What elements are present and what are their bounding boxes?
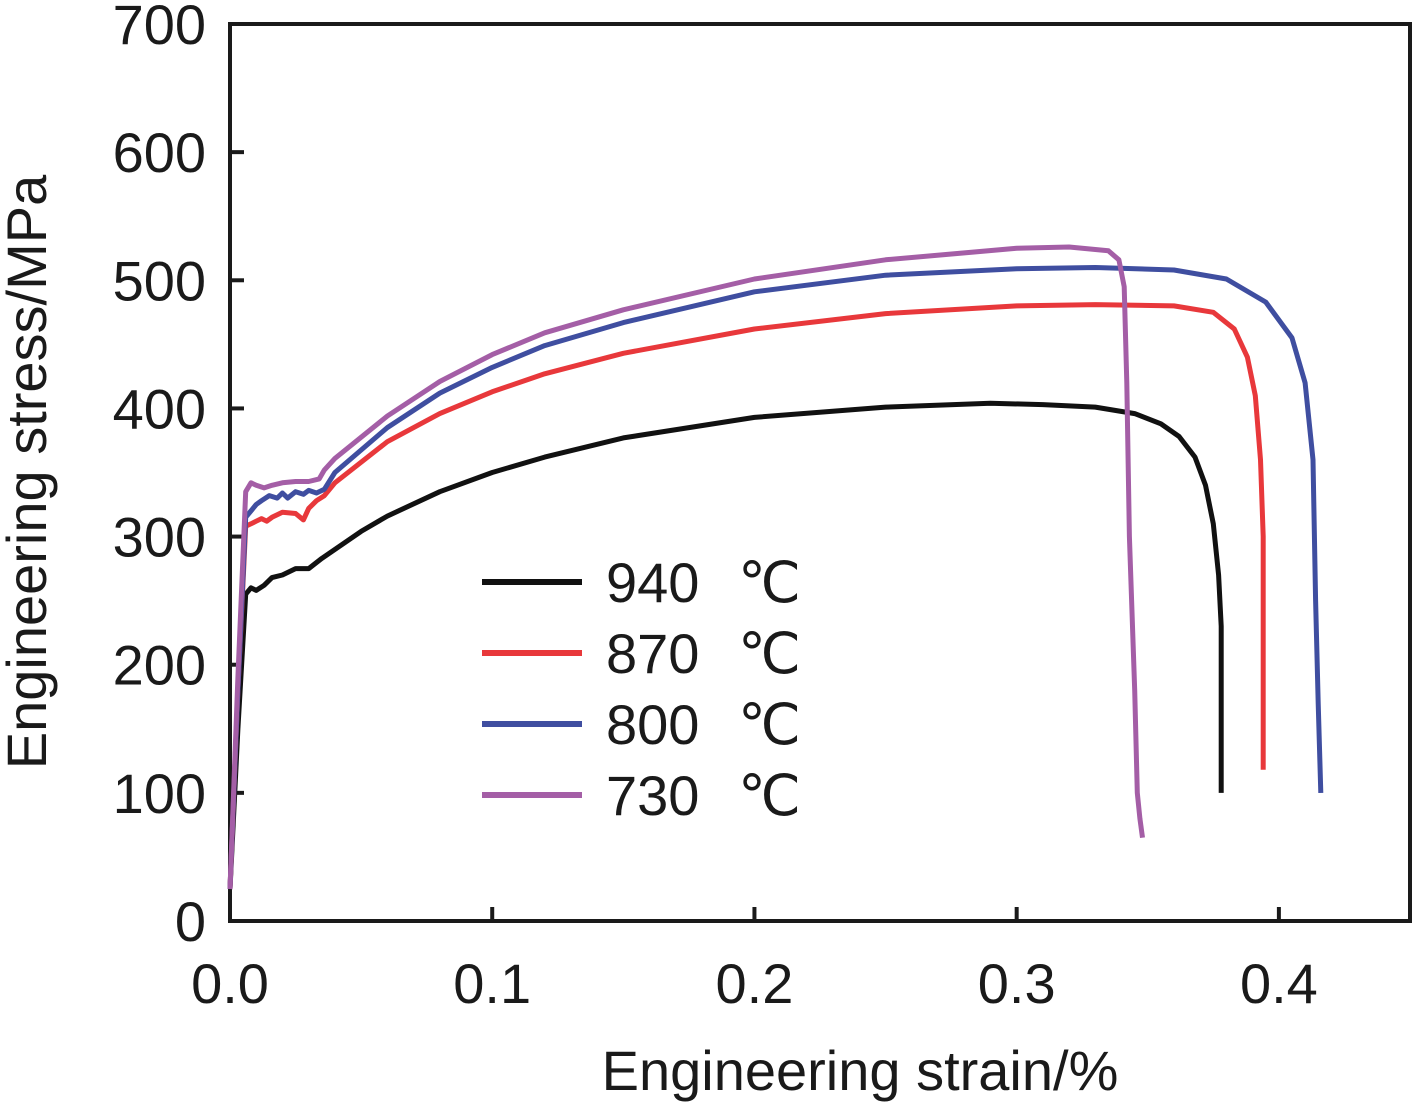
legend-label-800: 800 xyxy=(606,693,699,756)
x-axis-ticks: 0.0 0.1 0.2 0.3 0.4 xyxy=(191,907,1318,1015)
series-layer xyxy=(227,244,1324,890)
x-axis-title: Engineering strain/% xyxy=(602,1039,1119,1102)
legend-unit: ℃ xyxy=(738,766,801,828)
series-line-870 xyxy=(227,302,1266,890)
x-tick-label: 0.4 xyxy=(1240,952,1318,1015)
series-line-940 xyxy=(227,400,1224,890)
legend-label-730: 730 xyxy=(606,764,699,827)
y-tick-label: 0 xyxy=(175,890,206,953)
y-axis-ticks: 0 100 200 300 400 500 600 700 xyxy=(113,0,244,953)
y-tick-label: 700 xyxy=(113,0,206,56)
series-line-730 xyxy=(227,244,1145,890)
y-axis-title: Engineering stress/MPa xyxy=(0,174,58,769)
series-line-800 xyxy=(227,265,1324,890)
legend-label-870: 870 xyxy=(606,622,699,685)
y-tick-label: 500 xyxy=(113,249,206,312)
y-tick-label: 400 xyxy=(113,377,206,440)
y-tick-label: 600 xyxy=(113,121,206,184)
plot-frame xyxy=(228,22,1412,923)
x-tick-label: 0.2 xyxy=(716,952,794,1015)
y-tick-label: 300 xyxy=(113,506,206,569)
legend-unit: ℃ xyxy=(738,695,801,757)
y-tick-label: 200 xyxy=(113,634,206,697)
x-tick-label: 0.0 xyxy=(191,952,269,1015)
legend-unit: ℃ xyxy=(738,624,801,686)
y-tick-label: 100 xyxy=(113,762,206,825)
legend-unit: ℃ xyxy=(738,553,801,615)
legend-label-940: 940 xyxy=(606,551,699,614)
legend: 940 ℃ 870 ℃ 800 ℃ 730 ℃ xyxy=(482,551,801,828)
x-tick-label: 0.1 xyxy=(453,952,531,1015)
x-tick-label: 0.3 xyxy=(978,952,1056,1015)
